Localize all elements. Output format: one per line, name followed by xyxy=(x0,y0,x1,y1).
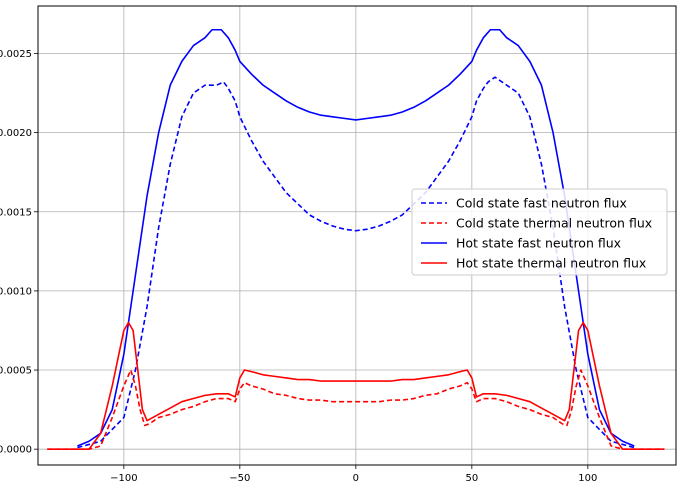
x-tick-label: −50 xyxy=(229,473,250,483)
y-tick-label: 0.0005 xyxy=(0,366,32,377)
legend-label-cold-thermal: Cold state thermal neutron flux xyxy=(456,216,652,231)
x-tick-label: 100 xyxy=(578,473,597,483)
plot-frame xyxy=(37,5,677,466)
series-cold-fast xyxy=(77,76,635,449)
legend-label-cold-fast: Cold state fast neutron flux xyxy=(456,196,627,211)
x-tick-label: 50 xyxy=(465,473,478,483)
legend-label-hot-fast: Hot state fast neutron flux xyxy=(456,236,621,251)
legend: Cold state fast neutron flux Cold state … xyxy=(411,188,668,276)
y-tick-label: 0.0000 xyxy=(0,445,32,456)
y-tick-label: 0.0015 xyxy=(0,207,32,218)
x-tick-label: −100 xyxy=(110,473,137,483)
y-tick-label: 0.0010 xyxy=(0,286,32,297)
series-layer xyxy=(47,28,665,450)
legend-box xyxy=(411,188,668,276)
legend-label-hot-thermal: Hot state thermal neutron flux xyxy=(456,256,646,271)
series-hot-thermal xyxy=(47,321,665,450)
series-cold-thermal xyxy=(47,369,665,450)
x-tick-label: 0 xyxy=(353,473,359,483)
ticks-layer: −100 −50 0 50 100 0.0000 0.0005 0.0010 0.0015 0.0… xyxy=(0,49,597,483)
series-hot-fast xyxy=(77,28,635,447)
y-tick-label: 0.0020 xyxy=(0,128,32,139)
y-tick-label: 0.0025 xyxy=(0,49,32,60)
